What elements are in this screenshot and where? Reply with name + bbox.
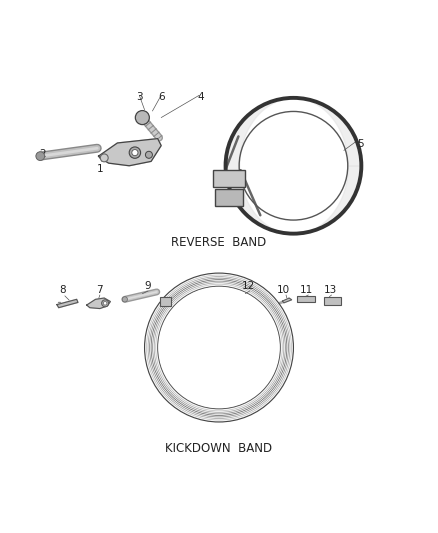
- Circle shape: [100, 154, 108, 162]
- Circle shape: [36, 152, 45, 160]
- Circle shape: [102, 300, 109, 307]
- Text: 12: 12: [242, 280, 255, 290]
- Text: 8: 8: [59, 285, 66, 295]
- FancyBboxPatch shape: [213, 170, 244, 187]
- Text: 6: 6: [158, 92, 165, 102]
- Polygon shape: [283, 298, 292, 303]
- Circle shape: [129, 147, 141, 158]
- Text: 10: 10: [277, 285, 290, 295]
- Polygon shape: [57, 300, 78, 308]
- Text: REVERSE  BAND: REVERSE BAND: [171, 236, 267, 249]
- FancyBboxPatch shape: [215, 189, 243, 206]
- Circle shape: [132, 150, 138, 156]
- Circle shape: [135, 110, 149, 125]
- Text: 7: 7: [96, 285, 103, 295]
- Text: 1: 1: [96, 165, 103, 174]
- Text: 3: 3: [136, 92, 143, 102]
- FancyBboxPatch shape: [324, 297, 341, 304]
- Text: 5: 5: [357, 140, 364, 149]
- Text: 2: 2: [39, 149, 46, 159]
- Circle shape: [103, 302, 107, 305]
- Text: 11: 11: [300, 285, 313, 295]
- Polygon shape: [99, 139, 161, 166]
- FancyBboxPatch shape: [159, 297, 171, 306]
- Circle shape: [122, 297, 127, 302]
- Text: 4: 4: [197, 92, 204, 102]
- Polygon shape: [87, 298, 110, 309]
- FancyBboxPatch shape: [297, 296, 315, 302]
- Text: KICKDOWN  BAND: KICKDOWN BAND: [166, 442, 272, 455]
- Circle shape: [145, 151, 152, 158]
- Text: 13: 13: [324, 285, 337, 295]
- Text: 9: 9: [145, 280, 152, 290]
